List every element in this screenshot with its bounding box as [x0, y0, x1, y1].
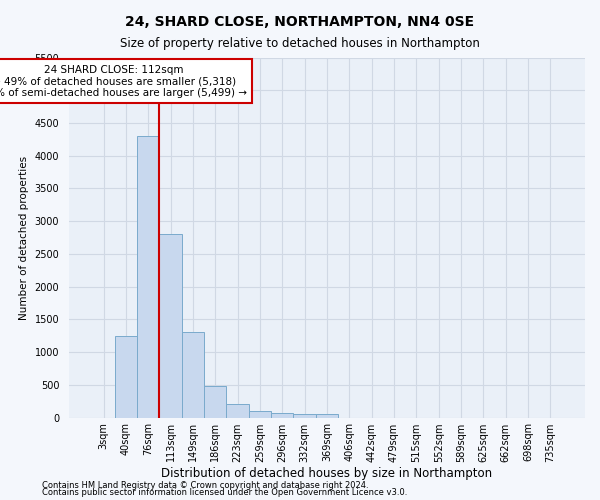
- Bar: [249, 411, 271, 418]
- Text: Contains HM Land Registry data © Crown copyright and database right 2024.: Contains HM Land Registry data © Crown c…: [42, 480, 368, 490]
- Bar: [293, 414, 316, 418]
- Bar: [204, 386, 226, 418]
- Bar: [137, 136, 160, 418]
- Bar: [226, 404, 249, 417]
- X-axis label: Distribution of detached houses by size in Northampton: Distribution of detached houses by size …: [161, 468, 493, 480]
- Text: 24 SHARD CLOSE: 112sqm
← 49% of detached houses are smaller (5,318)
50% of semi-: 24 SHARD CLOSE: 112sqm ← 49% of detached…: [0, 64, 247, 98]
- Text: 24, SHARD CLOSE, NORTHAMPTON, NN4 0SE: 24, SHARD CLOSE, NORTHAMPTON, NN4 0SE: [125, 15, 475, 29]
- Y-axis label: Number of detached properties: Number of detached properties: [19, 156, 29, 320]
- Text: Size of property relative to detached houses in Northampton: Size of property relative to detached ho…: [120, 38, 480, 51]
- Bar: [316, 414, 338, 418]
- Bar: [160, 234, 182, 418]
- Text: Contains public sector information licensed under the Open Government Licence v3: Contains public sector information licen…: [42, 488, 407, 497]
- Bar: [115, 336, 137, 417]
- Bar: [271, 412, 293, 418]
- Bar: [182, 332, 204, 418]
